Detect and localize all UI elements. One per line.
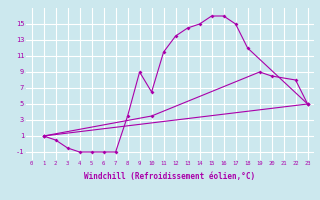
- X-axis label: Windchill (Refroidissement éolien,°C): Windchill (Refroidissement éolien,°C): [84, 172, 255, 181]
